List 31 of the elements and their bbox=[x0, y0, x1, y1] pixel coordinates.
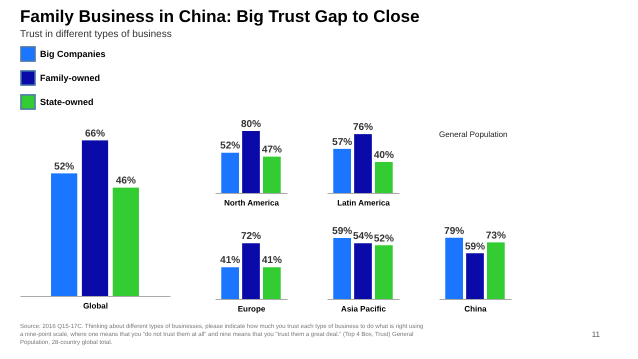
legend-label: State-owned bbox=[40, 97, 94, 107]
data-label: 80% bbox=[240, 119, 262, 130]
x-axis-title: Global bbox=[83, 302, 108, 310]
text: 11 bbox=[592, 330, 601, 339]
data-label: 40% bbox=[374, 150, 394, 161]
data-label: 46% bbox=[116, 176, 136, 187]
data-label: 52% bbox=[220, 140, 240, 152]
data-label: 59% bbox=[332, 226, 352, 238]
data-label: 72% bbox=[240, 231, 262, 242]
data-label: 59% bbox=[464, 241, 486, 252]
data-label: 47% bbox=[262, 144, 282, 156]
x-axis-title: China bbox=[464, 304, 488, 314]
chart-subtitle: Trust in different types of business bbox=[20, 29, 172, 40]
legend-label: Big Companies bbox=[40, 49, 106, 59]
data-label: 79% bbox=[444, 226, 464, 237]
x-axis-title: Europe bbox=[238, 304, 266, 314]
x-axis-title: North America bbox=[224, 198, 280, 208]
data-label: 52% bbox=[54, 161, 74, 172]
data-label: 73% bbox=[486, 230, 506, 242]
data-label: 66% bbox=[84, 128, 106, 140]
x-axis-title: Latin America bbox=[337, 198, 390, 208]
data-label: 41% bbox=[220, 255, 240, 266]
data-label: 41% bbox=[262, 255, 282, 266]
data-label: 57% bbox=[332, 136, 352, 148]
text: General Population bbox=[439, 130, 508, 139]
data-label: 52% bbox=[374, 233, 394, 244]
legend-label: Family-owned bbox=[40, 73, 100, 83]
data-label: 76% bbox=[352, 122, 374, 134]
data-label: 54% bbox=[352, 231, 374, 242]
x-axis-title: Asia Pacific bbox=[341, 304, 387, 314]
text: Family Business in China: Big Trust Gap to Close bbox=[20, 7, 420, 26]
